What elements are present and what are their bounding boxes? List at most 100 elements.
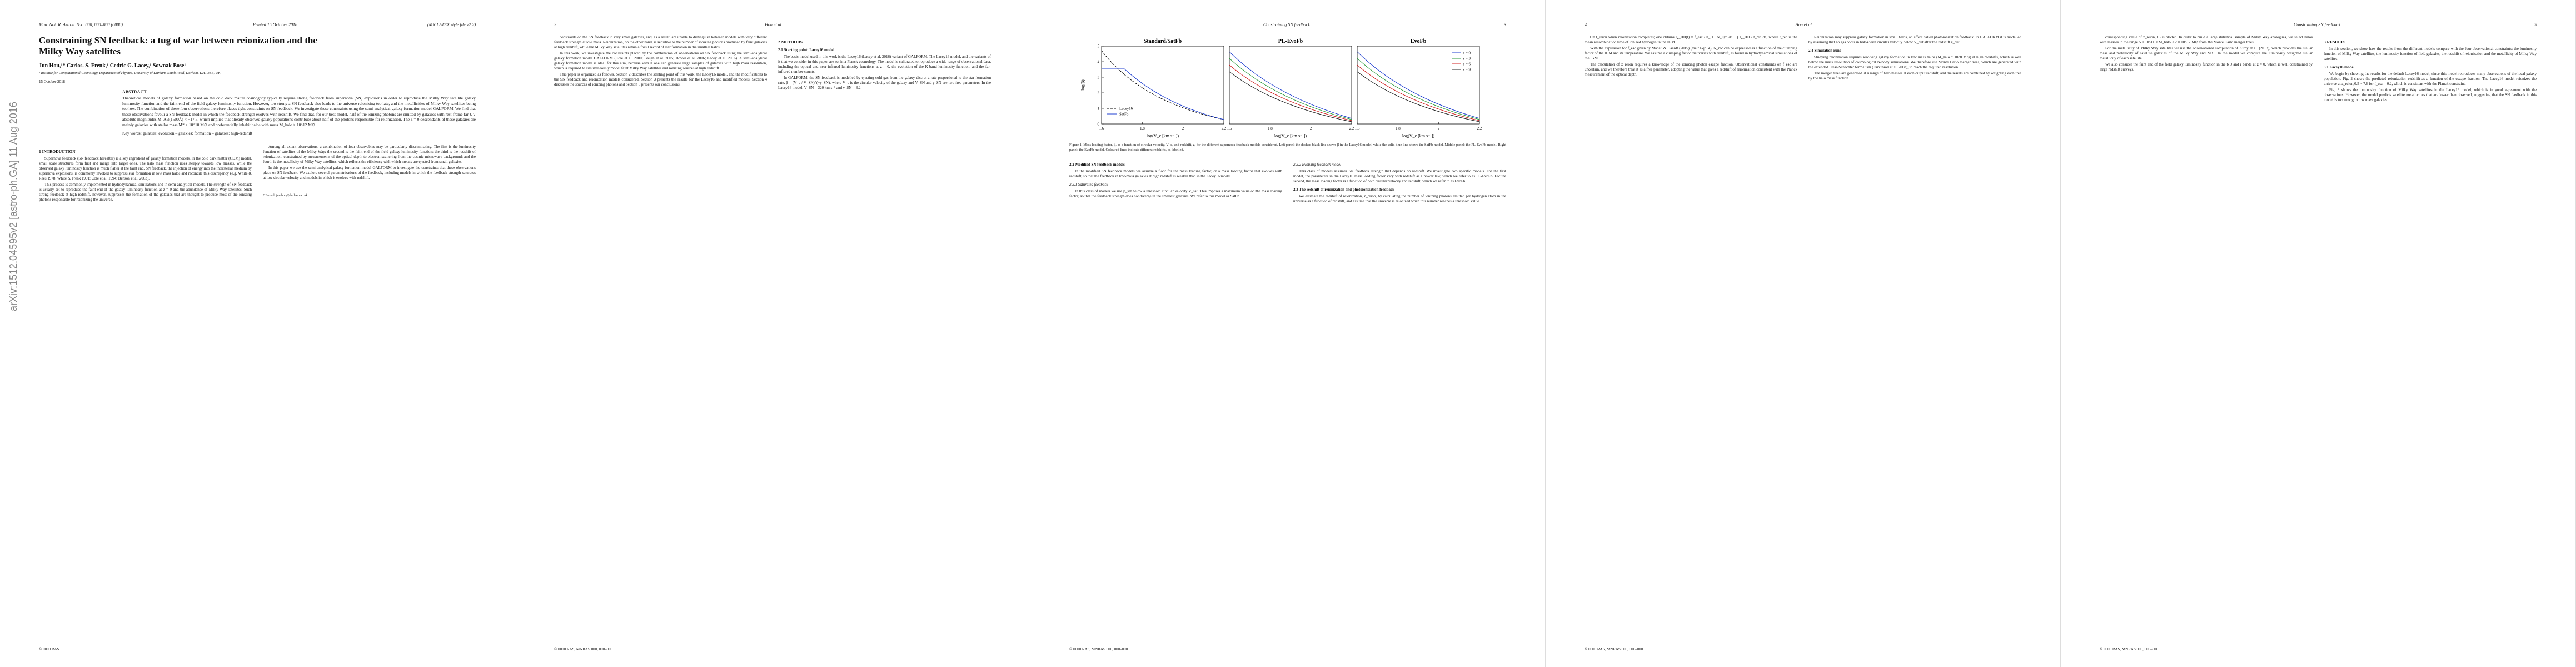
authors: Jun Hou,¹* Carlos. S. Frenk,¹ Cedric G. … xyxy=(39,63,186,69)
text: Studying reionization requires resolving… xyxy=(1808,55,2021,69)
subsubheading: 2.2.1 Saturated feedback xyxy=(1069,182,1108,187)
legend-label: Lacey16 xyxy=(1119,107,1133,111)
text: Supernova feedback (SN feedback hereafte… xyxy=(39,156,252,181)
text: The merger trees are generated at a rang… xyxy=(1808,71,2021,81)
x-tick-label: 2.2 xyxy=(1222,126,1227,131)
subheading: 2.1 Starting point: Lacey16 model xyxy=(778,48,835,52)
x-tick-label: 2 xyxy=(1182,126,1184,131)
panel-frame xyxy=(1101,46,1224,125)
header-mid: Printed 15 October 2018 xyxy=(252,22,298,27)
column: Among all extant observations, a combina… xyxy=(263,145,476,203)
x-tick-label: 1.6 xyxy=(1099,126,1104,131)
text: Reionization may suppress galaxy formati… xyxy=(1808,35,2021,44)
column: Reionization may suppress galaxy formati… xyxy=(1808,35,2021,82)
page-footer: © 0000 RAS, MNRAS 000, 000–000 xyxy=(2100,647,2159,651)
column: t = t_reion when reionization completes;… xyxy=(1585,35,1797,82)
text: This class of models assumes SN feedback… xyxy=(1293,169,1506,183)
x-axis-label: log(V_c [km s⁻¹]) xyxy=(1402,133,1435,138)
heading: 2 METHODS xyxy=(778,39,803,44)
x-axis-label: log(V_c [km s⁻¹]) xyxy=(1147,133,1179,138)
page-header: 2 Hou et al. xyxy=(554,22,991,27)
x-axis-label: log(V_c [km s⁻¹]) xyxy=(1274,133,1307,138)
subheading: 2.2 Modified SN feedback models xyxy=(1069,162,1125,167)
x-tick-label: 2 xyxy=(1310,126,1312,131)
page-header: 4 Hou et al. xyxy=(1585,22,2021,27)
heading: 3 RESULTS xyxy=(2324,39,2346,44)
columns: t = t_reion when reionization completes;… xyxy=(1585,35,2021,82)
legend-label: z = 6 xyxy=(1463,62,1471,67)
text: For the metallicity of Milky Way satelli… xyxy=(2100,46,2313,61)
text: Among all extant observations, a combina… xyxy=(263,145,476,164)
text: With the expression for f_esc given by M… xyxy=(1585,46,1797,61)
text: In this paper we use the semi-analytical… xyxy=(263,166,476,180)
text: We estimate the redshift of reionization… xyxy=(1293,194,1506,203)
column: constraints on the SN feedback in very s… xyxy=(554,35,767,92)
x-tick-label: 2.2 xyxy=(1349,126,1354,131)
panel-title: PL-EvoFb xyxy=(1278,38,1303,44)
y-tick-label: 4 xyxy=(1098,60,1100,64)
column: 2.2.2 Evolving feedback model This class … xyxy=(1293,159,1506,205)
page: Mon. Not. R. Astron. Soc. 000, 000–000 (… xyxy=(0,0,515,667)
date: 15 October 2018 xyxy=(39,79,66,84)
text: constraints on the SN feedback in very s… xyxy=(554,35,767,49)
header-mid: Constraining SN feedback xyxy=(2294,22,2340,27)
y-tick-label: 0 xyxy=(1098,122,1100,127)
columns: 2.2 Modified SN feedback models In the mo… xyxy=(1069,159,1506,205)
column: 3 RESULTS In this section, we show how th… xyxy=(2324,35,2537,104)
panel-title: EvoFb xyxy=(1411,38,1427,44)
text: In this work, we investigate the constra… xyxy=(554,51,767,71)
curve xyxy=(1229,71,1352,122)
page-footer: © 0000 RAS, MNRAS 000, 000–000 xyxy=(554,647,613,651)
subheading: 3.1 Lacey16 model xyxy=(2324,65,2355,69)
columns: 1 INTRODUCTION Supernova feedback (SN fee… xyxy=(39,145,476,203)
header-left: 4 xyxy=(1585,22,1587,27)
x-tick-label: 1.8 xyxy=(1268,126,1273,131)
panel-frame xyxy=(1357,46,1480,125)
text: This process is commonly implemented in … xyxy=(39,182,252,202)
curve xyxy=(1229,58,1352,120)
y-axis-label: log(β) xyxy=(1080,79,1085,91)
text: Fig. 3 shows the luminosity function of … xyxy=(2324,88,2537,102)
legend-label: z = 0 xyxy=(1463,51,1471,56)
legend-label: z = 3 xyxy=(1463,57,1471,61)
curve xyxy=(1229,64,1352,121)
x-tick-label: 1.8 xyxy=(1140,126,1145,131)
column: corresponding value of z_reion,0.5 is pl… xyxy=(2100,35,2313,104)
page-footer: © 0000 RAS, MNRAS 000, 000–000 xyxy=(1069,647,1128,651)
figure: Standard/SatFb 1.6 1.8 2 2.2 0 1 2 3 4 5 log(V_c [k… xyxy=(1080,38,1482,138)
curve xyxy=(1229,51,1352,119)
abstract-head: ABSTRACT xyxy=(122,89,147,94)
text: The calculation of z_reion requires a kn… xyxy=(1585,62,1797,77)
text: We begin by showing the results for the … xyxy=(2324,72,2537,86)
x-tick-label: 1.8 xyxy=(1396,126,1401,131)
affil: ¹ Institute for Computational Cosmology,… xyxy=(39,71,221,75)
header-left: Mon. Not. R. Astron. Soc. 000, 000–000 (… xyxy=(39,22,123,27)
subsubheading: 2.2.2 Evolving feedback model xyxy=(1293,162,1342,167)
column: 2.2 Modified SN feedback models In the mo… xyxy=(1069,159,1282,205)
page: 4 Hou et al. t = t_reion when reionization… xyxy=(1546,0,2061,667)
footnote: * E-mail: jun.hou@durham.ac.uk xyxy=(263,192,307,198)
curve xyxy=(1101,50,1224,120)
panel-frame xyxy=(1229,46,1352,125)
curve xyxy=(1357,58,1480,120)
header-right: (MN LATEX style file v2.2) xyxy=(427,22,476,27)
header-right: 3 xyxy=(1504,22,1506,27)
text: In this section, we show how the results… xyxy=(2324,47,2537,61)
text: In this class of models we use β_sat bel… xyxy=(1069,189,1282,198)
y-tick-label: 5 xyxy=(1098,44,1100,49)
column: 1 INTRODUCTION Supernova feedback (SN fee… xyxy=(39,145,252,203)
legend-label: z = 9 xyxy=(1463,68,1471,72)
abstract: Theoretical models of galaxy formation b… xyxy=(122,96,476,127)
header-mid: Hou et al. xyxy=(765,22,783,27)
subheading: 2.3 The redshift of reionization and pho… xyxy=(1293,187,1395,192)
header-left: 2 xyxy=(554,22,556,27)
header-right: 5 xyxy=(2534,22,2537,27)
column: 2 METHODS 2.1 Starting point: Lacey16 mod… xyxy=(778,35,991,92)
page-footer: © 0000 RAS xyxy=(39,647,59,651)
legend-label: SatFb xyxy=(1119,112,1129,117)
text: corresponding value of z_reion,0.5 is pl… xyxy=(2100,35,2313,44)
keywords: Key words: galaxies: evolution – galaxie… xyxy=(122,131,252,136)
text: We also consider the faint end of the fi… xyxy=(2100,62,2313,72)
heading: 1 INTRODUCTION xyxy=(39,149,76,154)
subheading: 2.4 Simulation runs xyxy=(1808,48,1841,53)
